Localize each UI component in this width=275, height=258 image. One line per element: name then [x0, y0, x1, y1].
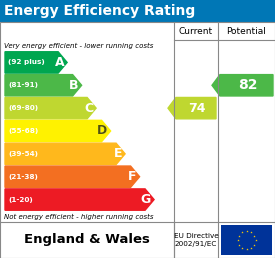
Polygon shape — [168, 98, 216, 119]
Polygon shape — [212, 75, 273, 96]
Polygon shape — [5, 166, 140, 187]
Text: Potential: Potential — [227, 27, 266, 36]
Polygon shape — [5, 120, 111, 142]
Text: B: B — [69, 79, 79, 92]
Polygon shape — [5, 143, 125, 165]
Text: Very energy efficient - lower running costs: Very energy efficient - lower running co… — [4, 43, 153, 49]
Text: C: C — [84, 102, 93, 115]
Text: (55-68): (55-68) — [8, 128, 38, 134]
Text: D: D — [97, 125, 108, 138]
Text: F: F — [128, 170, 137, 183]
Text: Not energy efficient - higher running costs: Not energy efficient - higher running co… — [4, 213, 153, 220]
Text: 82: 82 — [238, 78, 257, 92]
Text: Energy Efficiency Rating: Energy Efficiency Rating — [4, 4, 195, 18]
Text: (21-38): (21-38) — [8, 174, 38, 180]
Text: (39-54): (39-54) — [8, 151, 38, 157]
Text: (1-20): (1-20) — [8, 197, 33, 203]
Text: (92 plus): (92 plus) — [8, 59, 45, 66]
Text: A: A — [54, 56, 64, 69]
Text: E: E — [114, 147, 122, 160]
Text: England & Wales: England & Wales — [24, 233, 150, 246]
Polygon shape — [5, 52, 67, 73]
Polygon shape — [5, 189, 154, 210]
Bar — [221, 225, 272, 255]
Text: G: G — [141, 193, 151, 206]
Polygon shape — [5, 98, 96, 119]
Text: 2002/91/EC: 2002/91/EC — [175, 241, 217, 247]
Text: (69-80): (69-80) — [8, 105, 38, 111]
Polygon shape — [5, 75, 82, 96]
Text: D: D — [97, 125, 108, 138]
Text: EU Directive: EU Directive — [174, 233, 218, 239]
Text: Current: Current — [179, 27, 213, 36]
Bar — [0, 0, 275, 22]
Text: (81-91): (81-91) — [8, 82, 38, 88]
Text: 74: 74 — [188, 102, 206, 115]
